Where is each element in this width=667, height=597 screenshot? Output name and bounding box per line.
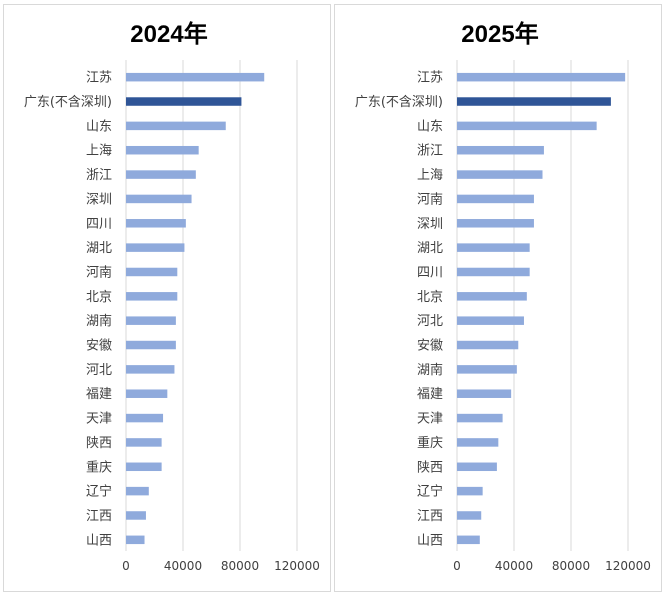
category-label: 山西 (417, 533, 443, 548)
category-label: 辽宁 (417, 484, 443, 500)
bar (126, 389, 168, 398)
chart-panel-2025: 2025年 0 40000 80000 120000 江苏广东(不含深圳) 山东浙江上海河… (334, 4, 662, 592)
category-label: 广东(不含深圳) (355, 94, 443, 110)
category-label: 福建 (417, 387, 443, 402)
bar (126, 365, 175, 374)
x-tick-label: 80000 (221, 559, 259, 573)
bar (126, 267, 178, 277)
category-label: 北京 (417, 290, 443, 305)
bar (126, 97, 242, 106)
category-label: 四川 (86, 217, 112, 232)
chart-title: 2025年 (461, 20, 538, 48)
category-label: 河南 (417, 191, 443, 207)
category-label: 湖北 (86, 241, 112, 256)
category-label: 深圳 (417, 217, 443, 232)
bar (457, 316, 524, 325)
category-label: 山东 (86, 119, 112, 134)
category-label: 江苏 (86, 70, 112, 86)
category-label: 陕西 (86, 436, 112, 451)
category-label: 上海 (417, 168, 443, 183)
category-label: 江苏 (417, 70, 443, 86)
category-label: 浙江 (417, 144, 443, 159)
bar (457, 292, 527, 301)
bar (126, 72, 265, 82)
bar (457, 438, 499, 447)
bar (126, 292, 178, 301)
bar (457, 170, 543, 179)
bar (457, 413, 503, 423)
x-tick-label: 80000 (552, 559, 590, 573)
bar (457, 267, 530, 277)
bar (126, 340, 176, 350)
x-tick-label: 120000 (274, 559, 320, 573)
x-tick-label: 0 (122, 559, 130, 573)
category-label: 四川 (417, 265, 443, 280)
chart-title: 2024年 (130, 20, 207, 48)
bar (457, 194, 534, 204)
bar (457, 511, 482, 520)
bar (126, 194, 192, 204)
category-label: 辽宁 (86, 484, 112, 500)
bar (457, 243, 530, 252)
x-tick-label: 0 (453, 559, 461, 573)
bar (457, 486, 483, 496)
category-label: 河南 (86, 264, 112, 280)
category-label: 湖北 (417, 241, 443, 256)
bar (126, 486, 149, 496)
bar (457, 219, 534, 228)
bar (457, 72, 626, 82)
category-label: 江西 (86, 509, 112, 524)
category-label: 江西 (417, 509, 443, 524)
category-label: 重庆 (86, 459, 112, 475)
category-label: 安徽 (86, 339, 112, 354)
bar (126, 438, 162, 447)
bar (126, 145, 199, 155)
bar (126, 243, 185, 252)
bar (126, 462, 162, 472)
bar (457, 462, 497, 472)
category-label: 浙江 (86, 168, 112, 183)
category-label: 山西 (86, 533, 112, 548)
bar (457, 145, 544, 155)
bar (126, 535, 145, 545)
bar (457, 340, 519, 350)
category-label: 安徽 (417, 339, 443, 354)
bar (126, 413, 164, 423)
bar (457, 121, 597, 131)
category-label: 广东(不含深圳) (24, 94, 112, 110)
bar (126, 170, 196, 179)
category-label: 湖南 (417, 362, 443, 378)
bar (126, 316, 176, 325)
category-label: 福建 (86, 387, 112, 402)
category-label: 陕西 (417, 460, 443, 475)
x-tick-label: 120000 (605, 559, 651, 573)
category-label: 天津 (86, 412, 112, 427)
bar (457, 97, 611, 106)
category-label: 重庆 (417, 435, 443, 451)
bar (126, 121, 226, 131)
category-label: 天津 (417, 412, 443, 427)
x-tick-label: 40000 (164, 559, 202, 573)
category-label: 湖南 (86, 313, 112, 329)
category-label: 深圳 (86, 192, 112, 207)
category-label: 上海 (86, 144, 112, 159)
chart-panel-2024: 2024年 0 40000 80000 120000 江苏广东(不含深圳) 山东上海浙江深… (3, 4, 331, 592)
bar (457, 389, 512, 398)
category-label: 山东 (417, 119, 443, 134)
category-label: 河北 (86, 363, 112, 378)
category-label: 河北 (417, 314, 443, 329)
bar (126, 219, 186, 228)
bar (457, 365, 517, 374)
x-tick-label: 40000 (495, 559, 533, 573)
category-label: 北京 (86, 290, 112, 305)
bar (457, 535, 480, 545)
bar (126, 511, 146, 520)
